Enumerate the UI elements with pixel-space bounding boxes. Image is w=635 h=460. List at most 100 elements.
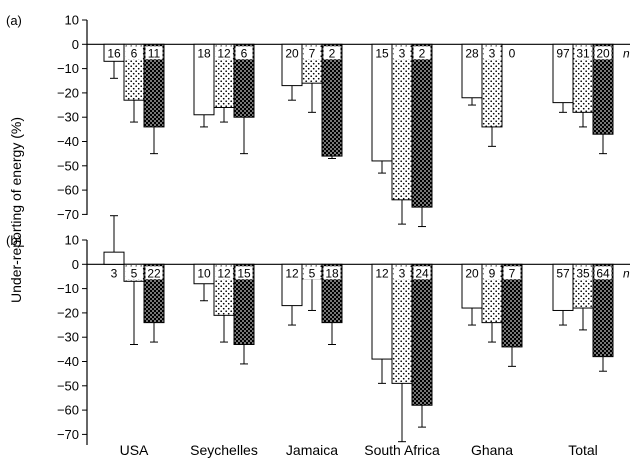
n-label-backing	[393, 46, 411, 60]
n-label-backing	[594, 266, 612, 280]
x-category-label: Ghana	[471, 442, 513, 458]
n-label: 20	[465, 266, 479, 280]
n-label-backing	[145, 46, 163, 60]
n-label-backing	[554, 46, 572, 60]
n-label: 2	[329, 46, 336, 60]
n-label-backing	[373, 266, 391, 280]
n-label-backing	[463, 46, 481, 60]
n-label: 7	[509, 266, 516, 280]
bar-hatched	[592, 263, 614, 358]
n-label: 0	[509, 46, 516, 60]
n-label-backing	[554, 266, 572, 280]
n-label: 3	[399, 266, 406, 280]
bar-hatched	[321, 43, 343, 157]
x-category-label: USA	[120, 442, 149, 458]
y-tick-label: −10	[57, 281, 79, 296]
n-label: 2	[419, 46, 426, 60]
bar-dotted	[391, 263, 413, 384]
x-category-label: South Africa	[364, 442, 440, 458]
y-tick-label: −70	[57, 207, 79, 222]
y-tick-label: 10	[65, 233, 79, 248]
n-label-backing	[594, 46, 612, 60]
bar-open	[371, 43, 393, 162]
n-label: 6	[241, 46, 248, 60]
n-label: 10	[197, 266, 211, 280]
n-label-backing	[463, 266, 481, 280]
n-label-backing	[574, 266, 592, 280]
n-label-backing	[393, 266, 411, 280]
y-tick-label: −30	[57, 330, 79, 345]
panel-b: (b) 100−10−20−30−40−50−60−703 10 12 12 20 575 1…	[6, 215, 630, 445]
n-label: 20	[596, 46, 610, 60]
n-label: 3	[111, 266, 118, 280]
n-label: 12	[217, 46, 231, 60]
n-label-backing	[483, 46, 501, 60]
n-label: 22	[147, 266, 161, 280]
y-tick-label: −30	[57, 110, 79, 125]
n-label: 9	[489, 266, 496, 280]
y-tick-label: −70	[57, 427, 79, 442]
n-label-backing	[503, 46, 521, 60]
n-marker: n	[623, 46, 630, 60]
n-label: 28	[465, 46, 479, 60]
n-label-backing	[413, 266, 431, 280]
y-tick-label: −40	[57, 354, 79, 369]
n-label: 5	[131, 266, 138, 280]
n-label: 7	[309, 46, 316, 60]
n-label: 15	[237, 266, 251, 280]
y-tick-label: 0	[72, 257, 79, 272]
bar-open	[103, 251, 125, 265]
n-label-backing	[125, 46, 143, 60]
n-label-backing	[105, 266, 123, 280]
n-label-backing	[303, 46, 321, 60]
n-label: 11	[148, 46, 161, 60]
n-label-backing	[215, 266, 233, 280]
n-label: 3	[399, 46, 406, 60]
n-label-backing	[283, 46, 301, 60]
y-tick-label: 0	[72, 37, 79, 52]
n-label-backing	[283, 266, 301, 280]
y-tick-label: −60	[57, 183, 79, 198]
n-label-backing	[105, 46, 123, 60]
n-label-backing	[195, 46, 213, 60]
n-label-backing	[373, 46, 391, 60]
y-tick-label: −50	[57, 378, 79, 393]
n-label: 5	[309, 266, 316, 280]
y-axis-label: Under-reporting of energy (%)	[8, 117, 24, 303]
n-label-backing	[323, 266, 341, 280]
n-label-backing	[195, 266, 213, 280]
n-label-backing	[235, 266, 253, 280]
bar-hatched	[411, 263, 433, 406]
x-category-label: Jamaica	[286, 442, 338, 458]
n-label: 3	[489, 46, 496, 60]
n-label: 31	[576, 46, 590, 60]
n-marker: n	[623, 266, 630, 280]
n-label-backing	[303, 266, 321, 280]
n-label: 64	[596, 266, 610, 280]
n-label: 15	[375, 46, 389, 60]
panel-label: (b)	[6, 233, 22, 248]
n-label: 24	[415, 266, 429, 280]
n-label: 16	[107, 46, 121, 60]
n-label: 57	[556, 266, 570, 280]
y-tick-label: −10	[57, 61, 79, 76]
n-label-backing	[125, 266, 143, 280]
n-label: 35	[576, 266, 590, 280]
n-label-backing	[574, 46, 592, 60]
y-tick-label: −20	[57, 85, 79, 100]
panel-label: (a)	[6, 13, 22, 28]
y-tick-label: −20	[57, 305, 79, 320]
y-tick-label: −40	[57, 134, 79, 149]
n-label: 18	[197, 46, 211, 60]
n-label-backing	[323, 46, 341, 60]
n-label: 20	[285, 46, 299, 60]
n-label: 18	[325, 266, 339, 280]
y-tick-label: −60	[57, 403, 79, 418]
n-label: 97	[556, 46, 570, 60]
y-tick-label: −50	[57, 158, 79, 173]
n-label-backing	[413, 46, 431, 60]
x-category-label: Seychelles	[190, 442, 258, 458]
y-tick-label: 10	[65, 13, 79, 28]
